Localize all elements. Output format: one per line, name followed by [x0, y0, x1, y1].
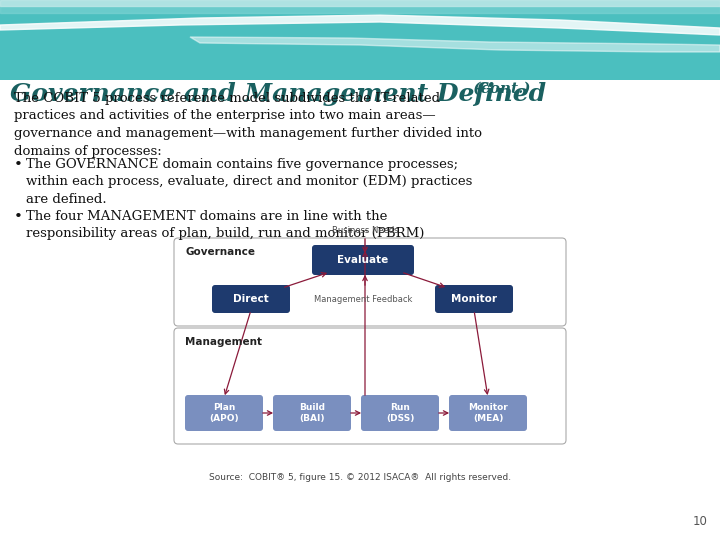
Text: •: • [14, 210, 23, 224]
FancyBboxPatch shape [273, 395, 351, 431]
FancyBboxPatch shape [185, 395, 263, 431]
Text: Evaluate: Evaluate [338, 255, 389, 265]
Text: Source:  COBIT® 5, figure 15. © 2012 ISACA®  All rights reserved.: Source: COBIT® 5, figure 15. © 2012 ISAC… [209, 473, 511, 482]
Text: Governance: Governance [185, 247, 255, 257]
Text: The GOVERNANCE domain contains five governance processes;
within each process, e: The GOVERNANCE domain contains five gove… [26, 158, 472, 206]
Text: Business Needs: Business Needs [332, 226, 398, 235]
FancyBboxPatch shape [449, 395, 527, 431]
Polygon shape [190, 37, 720, 52]
Text: Monitor
(MEA): Monitor (MEA) [468, 403, 508, 423]
FancyBboxPatch shape [0, 0, 720, 80]
Text: Management Feedback: Management Feedback [314, 294, 412, 303]
Polygon shape [0, 0, 720, 6]
Text: Management: Management [185, 337, 262, 347]
FancyBboxPatch shape [174, 328, 566, 444]
Text: Monitor: Monitor [451, 294, 497, 304]
Polygon shape [0, 15, 720, 35]
Text: Run
(DSS): Run (DSS) [386, 403, 414, 423]
Text: The four MANAGEMENT domains are in line with the
responsibility areas of plan, b: The four MANAGEMENT domains are in line … [26, 210, 424, 240]
FancyBboxPatch shape [312, 245, 414, 275]
FancyBboxPatch shape [361, 395, 439, 431]
Text: The COBIT 5 process reference model subdivides the IT-related
practices and acti: The COBIT 5 process reference model subd… [14, 92, 482, 158]
Polygon shape [0, 0, 720, 13]
Text: •: • [14, 158, 23, 172]
Text: (cont.): (cont.) [468, 82, 531, 96]
FancyBboxPatch shape [212, 285, 290, 313]
Text: Build
(BAI): Build (BAI) [299, 403, 325, 423]
Text: Plan
(APO): Plan (APO) [210, 403, 239, 423]
FancyBboxPatch shape [174, 238, 566, 326]
FancyBboxPatch shape [435, 285, 513, 313]
Text: Governance and Management Defined: Governance and Management Defined [10, 82, 546, 106]
Text: 10: 10 [693, 515, 708, 528]
Text: Direct: Direct [233, 294, 269, 304]
